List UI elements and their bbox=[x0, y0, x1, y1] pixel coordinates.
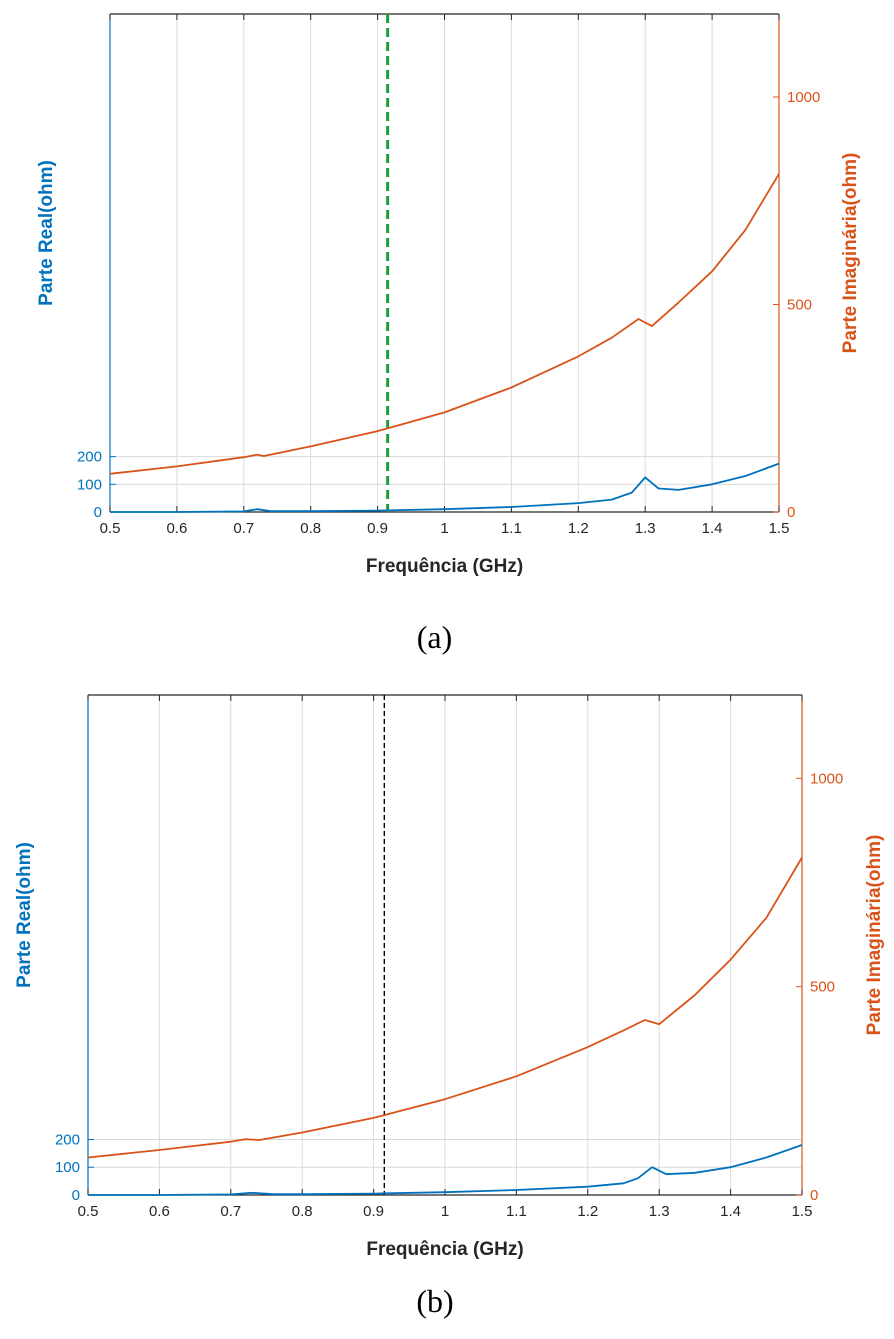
chart-a: 0.5 0.6 0.7 0.8 0.9 1 1.1 1.2 1.3 1.4 1.5010020005… bbox=[36, 14, 861, 655]
x-tick-label: 1.5 bbox=[792, 1203, 813, 1220]
figure-caption: (a) bbox=[417, 619, 453, 655]
right-y-tick-label: 1000 bbox=[810, 770, 843, 787]
x-tick-label: 1.1 bbox=[501, 520, 522, 537]
x-tick-label: 1 bbox=[441, 1203, 449, 1220]
x-tick-label: 1.4 bbox=[702, 520, 723, 537]
figure-caption: (b) bbox=[416, 1283, 453, 1319]
x-tick-label: 1.2 bbox=[577, 1203, 598, 1220]
x-tick-label: 0.7 bbox=[233, 520, 254, 537]
x-tick-label: 0.5 bbox=[100, 520, 121, 537]
x-tick-label: 1.3 bbox=[635, 520, 656, 537]
left-y-tick-label: 200 bbox=[55, 1131, 80, 1148]
x-tick-label: 1.3 bbox=[649, 1203, 670, 1220]
x-tick-label: 0.7 bbox=[220, 1203, 241, 1220]
x-tick-label: 1.1 bbox=[506, 1203, 527, 1220]
left-y-tick-label: 100 bbox=[55, 1159, 80, 1176]
chart-b: 0.5 0.6 0.7 0.8 0.9 1 1.1 1.2 1.3 1.4 1.5010020005… bbox=[14, 695, 885, 1319]
left-y-tick-label: 200 bbox=[77, 449, 102, 466]
right-y-tick-label: 0 bbox=[787, 504, 795, 521]
x-tick-label: 0.9 bbox=[363, 1203, 384, 1220]
x-axis-label: Frequência (GHz) bbox=[366, 556, 523, 577]
left-y-tick-label: 0 bbox=[94, 504, 102, 521]
right-y-axis-label: Parte Imaginária(ohm) bbox=[864, 835, 885, 1036]
x-tick-label: 0.5 bbox=[78, 1203, 99, 1220]
right-y-axis-label: Parte Imaginária(ohm) bbox=[840, 153, 861, 354]
x-tick-label: 1.5 bbox=[769, 520, 790, 537]
x-tick-label: 0.9 bbox=[367, 520, 388, 537]
left-y-tick-label: 0 bbox=[72, 1187, 80, 1204]
x-tick-label: 0.8 bbox=[292, 1203, 313, 1220]
left-y-tick-label: 100 bbox=[77, 476, 102, 493]
left-y-axis-label: Parte Real(ohm) bbox=[14, 842, 35, 988]
right-y-tick-label: 1000 bbox=[787, 89, 820, 106]
x-tick-label: 1.2 bbox=[568, 520, 589, 537]
x-tick-label: 0.6 bbox=[166, 520, 187, 537]
right-y-tick-label: 0 bbox=[810, 1187, 818, 1204]
x-axis-label: Frequência (GHz) bbox=[366, 1239, 523, 1260]
right-y-tick-label: 500 bbox=[787, 297, 812, 314]
x-tick-label: 1.4 bbox=[720, 1203, 741, 1220]
right-y-tick-label: 500 bbox=[810, 979, 835, 996]
x-tick-label: 0.6 bbox=[149, 1203, 170, 1220]
left-y-axis-label: Parte Real(ohm) bbox=[36, 160, 57, 306]
x-tick-label: 0.8 bbox=[300, 520, 321, 537]
x-tick-label: 1 bbox=[440, 520, 448, 537]
